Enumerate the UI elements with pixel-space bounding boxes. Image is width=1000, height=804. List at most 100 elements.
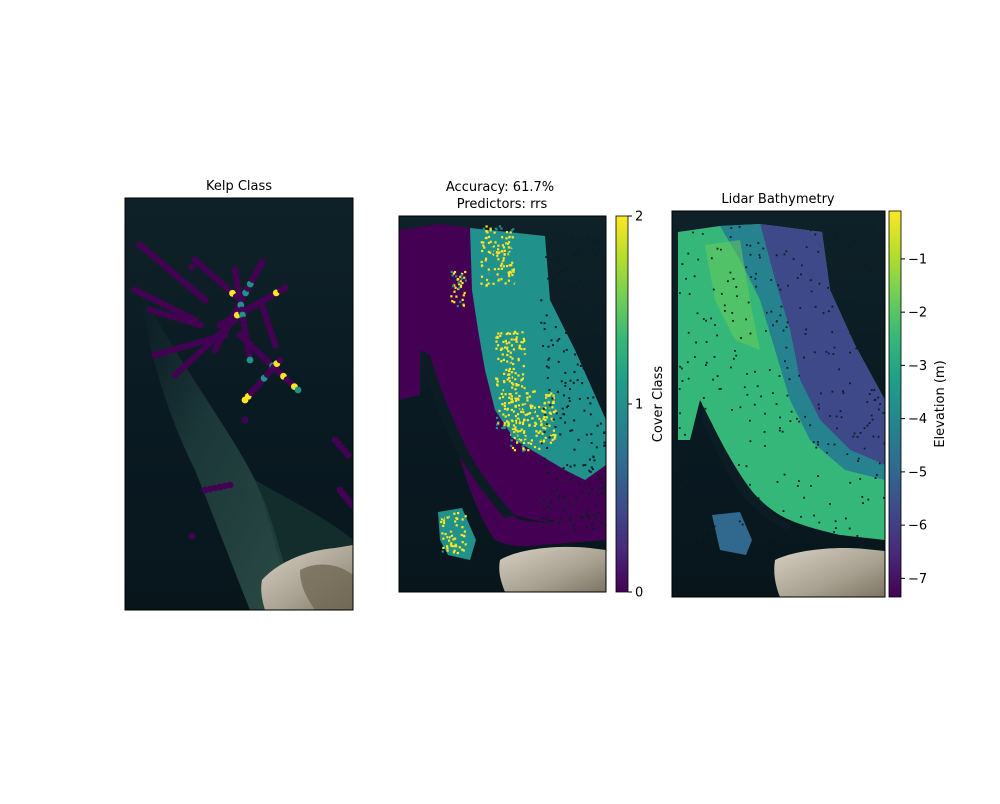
bathymetry-pixel [883, 303, 885, 305]
cover-class-pixel [460, 274, 463, 277]
cover-class-pixel [550, 392, 553, 395]
cover-class-pixel [446, 536, 449, 539]
cover-class-pixel [446, 545, 449, 548]
bathymetry-pixel [800, 515, 802, 518]
bathymetry-pixel [803, 356, 805, 359]
bathymetry-pixel [831, 331, 833, 334]
cover-class-pixel [494, 281, 497, 284]
bathymetry-pixel [853, 432, 856, 435]
cover-class-pixel [597, 237, 600, 240]
cover-class-pixel [562, 413, 565, 415]
cover-class-pixel [440, 514, 443, 517]
cover-class-pixel [500, 227, 503, 230]
bathymetry-pixel [782, 510, 785, 512]
cover-class-pixel [453, 545, 456, 548]
bathymetry-pixel [856, 535, 859, 537]
cover-class-pixel [575, 253, 578, 256]
cover-class-pixel [446, 547, 449, 550]
cover-class-pixel [512, 367, 515, 371]
bathymetry-pixel [798, 420, 800, 423]
cover-class-pixel [604, 492, 606, 494]
cover-class-pixel [502, 246, 506, 249]
cover-class-pixel [463, 539, 466, 542]
cover-class-pixel [518, 392, 521, 395]
cover-class-pixel [523, 348, 526, 351]
cover-class-pixel [500, 283, 503, 286]
cover-class-pixel [508, 251, 511, 254]
cover-class-pixel [511, 269, 514, 272]
cover-class-pixel [461, 548, 464, 551]
cover-class-pixel [540, 321, 543, 324]
cover-class-pixel [523, 448, 526, 451]
cover-class-pixel [586, 345, 589, 348]
bathymetry-pixel [833, 443, 836, 446]
cover-class-pixel [573, 419, 576, 422]
bathymetry-pixel [704, 528, 707, 530]
cover-class-pixel [573, 254, 575, 257]
bathymetry-pixel [834, 520, 837, 523]
cover-class-pixel [489, 251, 492, 254]
bathymetry-pixel [810, 485, 812, 487]
cover-class-pixel [561, 309, 564, 312]
cover-class-pixel [545, 416, 548, 419]
bathymetry-pixel [854, 333, 856, 335]
bathymetry-pixel [743, 386, 746, 389]
cover-class-pixel [491, 281, 494, 284]
cover-class-pixel [588, 517, 591, 520]
cover-class-pixel [492, 253, 495, 256]
cover-class-pixel [449, 543, 453, 546]
cover-class-pixel [513, 430, 516, 434]
cover-class-pixel [459, 551, 462, 554]
bathymetry-pixel [804, 415, 807, 418]
panel-a-title: Kelp Class [206, 179, 272, 194]
cover-class-pixel [517, 419, 520, 422]
cover-class-pixel [548, 357, 551, 360]
bathymetry-pixel [770, 279, 773, 281]
cover-class-pixel [510, 408, 513, 411]
cover-class-pixel [589, 402, 592, 405]
bathymetry-pixel [857, 457, 860, 460]
bathymetry-pixel [679, 412, 681, 415]
cover-class-pixel [590, 523, 593, 526]
cover-class-pixel [523, 407, 526, 410]
cover-class-pixel [521, 385, 524, 388]
cover-class-pixel [489, 227, 492, 230]
cover-class-pixel [575, 496, 578, 499]
bathymetry-pixel [735, 286, 738, 288]
cover-class-pixel [500, 360, 503, 363]
cover-class-pixel [550, 401, 553, 404]
bathymetry-pixel [731, 312, 734, 314]
bathymetry-deep-region [760, 224, 885, 465]
cover-class-colorbar-ticks: 0 1 2 [628, 210, 643, 601]
bathymetry-pixel [713, 356, 716, 358]
bathymetry-pixel [777, 284, 780, 287]
bathymetry-pixel [863, 447, 866, 450]
cover-class-pixel [550, 339, 553, 342]
cover-class-pixel [542, 345, 544, 347]
cover-class-pixel [523, 339, 526, 342]
cover-class-pixel [491, 243, 494, 246]
cover-class-pixel [524, 440, 527, 443]
bathymetry-pixel [687, 252, 690, 255]
cover-class-pixel [503, 276, 506, 279]
cover-class-pixel [561, 299, 564, 302]
cover-class-pixel [590, 442, 593, 444]
bathymetry-pixel [765, 311, 768, 314]
bathymetry-pixel [879, 403, 882, 405]
bathymetry-pixel [776, 320, 778, 322]
cover-class-pixel [585, 433, 588, 436]
cover-class-pixel [502, 259, 505, 262]
panel-c-map [672, 211, 885, 597]
cover-class-pixel [544, 427, 547, 430]
cover-class-pixel [515, 408, 518, 411]
cover-class-pixel [480, 275, 484, 278]
bathymetry-pixel [880, 279, 882, 282]
bathymetry-pixel [685, 446, 688, 448]
cover-class-pixel [444, 533, 447, 536]
bathymetry-pixel [735, 354, 738, 357]
bathymetry-pixel [832, 245, 835, 248]
bathymetry-pixel [749, 440, 752, 443]
cover-class-pixel [530, 406, 533, 410]
bathymetry-pixel [878, 408, 880, 411]
bathymetry-pixel [868, 422, 871, 424]
